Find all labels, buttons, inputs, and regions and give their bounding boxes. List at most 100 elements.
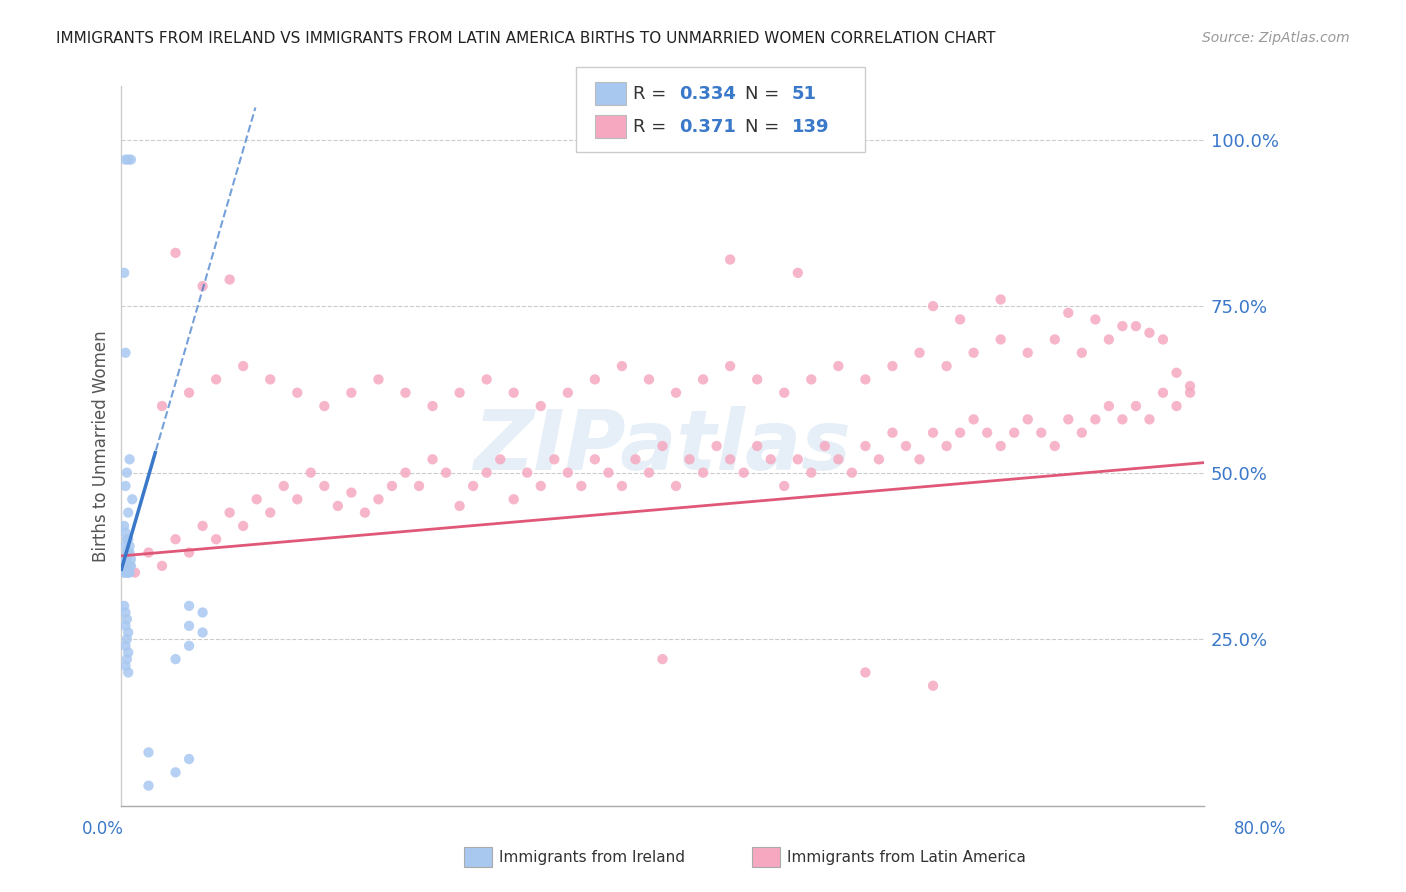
Point xyxy=(922,679,945,693)
Point xyxy=(1166,399,1188,413)
Text: IMMIGRANTS FROM IRELAND VS IMMIGRANTS FROM LATIN AMERICA BIRTHS TO UNMARRIED WOM: IMMIGRANTS FROM IRELAND VS IMMIGRANTS FR… xyxy=(56,31,995,46)
Point xyxy=(177,619,200,633)
Point xyxy=(908,345,931,359)
Point xyxy=(117,558,139,573)
Point xyxy=(205,533,228,547)
Point xyxy=(177,385,200,400)
Point xyxy=(1070,425,1092,440)
Text: R =: R = xyxy=(633,118,672,136)
Point xyxy=(1178,379,1201,393)
Point xyxy=(177,752,200,766)
Point xyxy=(665,385,688,400)
Point xyxy=(1125,319,1147,334)
Point xyxy=(285,492,308,507)
Point xyxy=(422,452,444,467)
Point xyxy=(115,566,138,580)
Point xyxy=(935,439,957,453)
Point xyxy=(530,399,553,413)
Point xyxy=(1057,306,1080,320)
Point xyxy=(273,479,295,493)
Point xyxy=(205,372,228,386)
Point xyxy=(882,425,904,440)
Point xyxy=(502,385,524,400)
Point xyxy=(502,492,524,507)
Point xyxy=(232,359,254,373)
Y-axis label: Births to Unmarried Women: Births to Unmarried Women xyxy=(93,330,110,562)
Point xyxy=(773,479,796,493)
Point xyxy=(120,153,142,167)
Point xyxy=(1017,345,1039,359)
Point xyxy=(678,452,700,467)
Point xyxy=(610,479,633,493)
Point xyxy=(118,558,141,573)
Point xyxy=(115,533,138,547)
Point xyxy=(191,625,214,640)
Point xyxy=(434,466,457,480)
Point xyxy=(381,479,404,493)
Point xyxy=(692,466,714,480)
Point xyxy=(112,266,135,280)
Point xyxy=(1043,439,1066,453)
Point xyxy=(118,545,141,559)
Text: N =: N = xyxy=(745,85,779,103)
Point xyxy=(165,652,187,666)
Point xyxy=(117,545,139,559)
Point xyxy=(475,372,498,386)
Point xyxy=(191,606,214,620)
Point xyxy=(1152,385,1174,400)
Point xyxy=(138,779,160,793)
Point xyxy=(1084,312,1107,326)
Point xyxy=(949,312,972,326)
Point xyxy=(718,452,741,467)
Point xyxy=(449,385,471,400)
Point xyxy=(583,452,606,467)
Point xyxy=(299,466,322,480)
Point xyxy=(475,466,498,480)
Point xyxy=(516,466,538,480)
Point xyxy=(922,425,945,440)
Point xyxy=(114,658,136,673)
Point xyxy=(1098,399,1121,413)
Point xyxy=(786,452,808,467)
Point xyxy=(1070,345,1092,359)
Point xyxy=(882,359,904,373)
Point xyxy=(1111,319,1133,334)
Point xyxy=(285,385,308,400)
Point xyxy=(855,372,877,386)
Point xyxy=(557,385,579,400)
Text: 0.371: 0.371 xyxy=(679,118,735,136)
Point xyxy=(922,299,945,313)
Point xyxy=(114,639,136,653)
Point xyxy=(115,652,138,666)
Point xyxy=(583,372,606,386)
Point xyxy=(976,425,998,440)
Point xyxy=(114,345,136,359)
Point xyxy=(1139,412,1161,426)
Point xyxy=(112,566,135,580)
Point xyxy=(935,359,957,373)
Point xyxy=(326,499,349,513)
Point xyxy=(117,506,139,520)
Point xyxy=(121,492,143,507)
Point xyxy=(117,533,139,547)
Point xyxy=(557,466,579,480)
Point xyxy=(638,372,661,386)
Point xyxy=(1031,425,1053,440)
Point xyxy=(354,506,377,520)
Point xyxy=(259,506,281,520)
Text: R =: R = xyxy=(633,85,672,103)
Point xyxy=(191,279,214,293)
Point xyxy=(949,425,972,440)
Point xyxy=(115,612,138,626)
Point xyxy=(1152,333,1174,347)
Point xyxy=(908,452,931,467)
Point xyxy=(638,466,661,480)
Point xyxy=(114,539,136,553)
Point xyxy=(118,539,141,553)
Point xyxy=(138,545,160,559)
Point xyxy=(115,632,138,647)
Text: 51: 51 xyxy=(792,85,817,103)
Point xyxy=(747,439,769,453)
Point xyxy=(115,545,138,559)
Point xyxy=(598,466,620,480)
